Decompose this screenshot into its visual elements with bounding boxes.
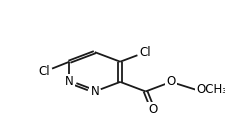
Text: OCH₃: OCH₃ xyxy=(196,83,225,96)
Text: Cl: Cl xyxy=(139,46,151,59)
Text: O: O xyxy=(147,103,157,116)
Text: N: N xyxy=(65,75,73,88)
Text: N: N xyxy=(90,85,99,98)
Text: Cl: Cl xyxy=(38,65,50,78)
Text: O: O xyxy=(166,75,175,88)
